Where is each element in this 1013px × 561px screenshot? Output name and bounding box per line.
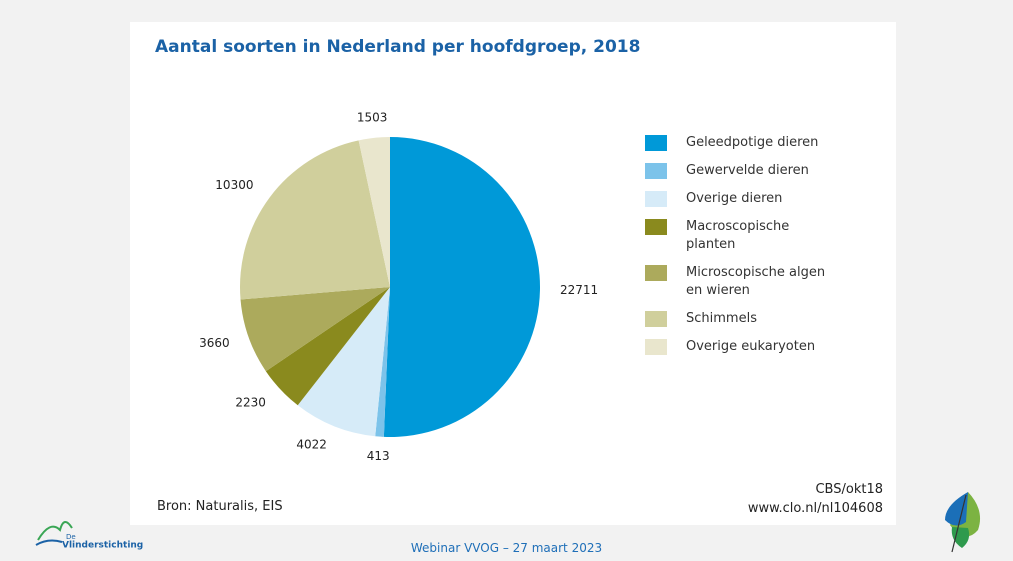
legend-item: Overige eukaryoten xyxy=(645,338,845,356)
credit: www.clo.nl/nl104608 xyxy=(748,501,883,516)
credit: CBS/okt18 xyxy=(815,482,883,497)
data-label: 4022 xyxy=(296,437,327,451)
legend-item: Schimmels xyxy=(645,310,845,328)
footer: Webinar VVOG – 27 maart 2023 xyxy=(0,541,1013,555)
legend-swatch xyxy=(645,191,667,207)
legend-label: Gewervelde dieren xyxy=(686,162,836,180)
data-label: 1503 xyxy=(357,110,388,124)
data-label: 2230 xyxy=(235,396,266,410)
pie-slice xyxy=(384,137,540,437)
legend-item: Microscopische algen en wieren xyxy=(645,264,845,300)
legend-label: Schimmels xyxy=(686,310,836,328)
data-label: 413 xyxy=(367,449,390,463)
legend: Geleedpotige dieren Gewervelde dieren Over… xyxy=(645,134,845,366)
data-label: 3660 xyxy=(199,336,230,350)
legend-item: Macroscopische planten xyxy=(645,218,845,254)
source: Bron: Naturalis, EIS xyxy=(157,499,283,514)
pie: 22711 413 4022 2230 3660 10300 1503 xyxy=(199,110,598,463)
data-label: 22711 xyxy=(560,283,598,297)
legend-swatch xyxy=(645,339,667,355)
chart-title: Aantal soorten in Nederland per hoofdgro… xyxy=(155,37,640,57)
legend-item: Geleedpotige dieren xyxy=(645,134,845,152)
legend-swatch xyxy=(645,219,667,235)
legend-item: Overige dieren xyxy=(645,190,845,208)
legend-item: Gewervelde dieren xyxy=(645,162,845,180)
legend-label: Microscopische algen en wieren xyxy=(686,264,836,300)
page: Aantal soorten in Nederland per hoofdgro… xyxy=(0,0,1013,561)
legend-swatch xyxy=(645,311,667,327)
chart: Aantal soorten in Nederland per hoofdgro… xyxy=(0,0,1013,561)
legend-label: Macroscopische planten xyxy=(686,218,836,254)
legend-label: Overige dieren xyxy=(686,190,836,208)
legend-swatch xyxy=(645,135,667,151)
legend-label: Geleedpotige dieren xyxy=(686,134,836,152)
legend-swatch xyxy=(645,163,667,179)
data-label: 10300 xyxy=(215,178,253,192)
legend-label: Overige eukaryoten xyxy=(686,338,836,356)
legend-swatch xyxy=(645,265,667,281)
